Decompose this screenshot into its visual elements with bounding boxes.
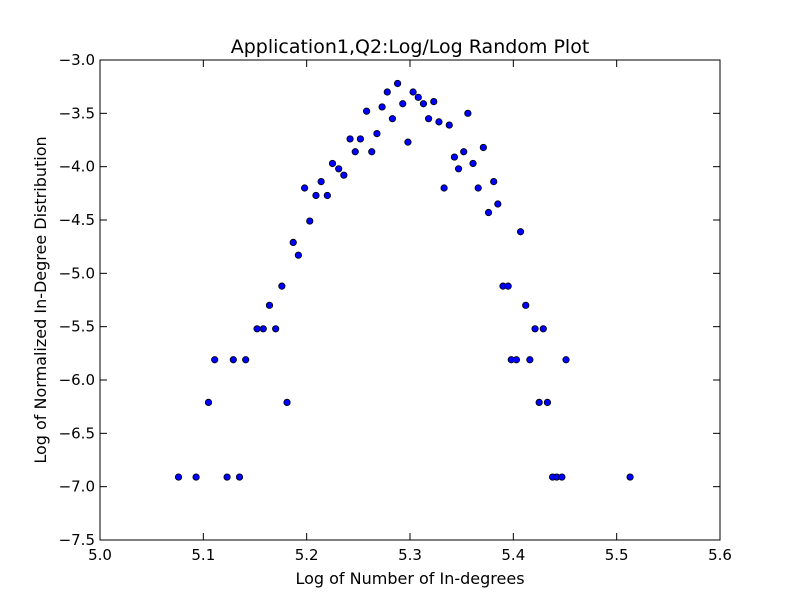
x-tick-label: 5.0	[88, 546, 112, 564]
x-tick-label: 5.5	[605, 546, 629, 564]
data-point	[440, 184, 448, 192]
data-point	[362, 107, 371, 115]
data-point	[317, 178, 325, 186]
x-tick-label: 5.2	[295, 546, 319, 564]
data-point	[323, 191, 331, 200]
data-point	[522, 301, 530, 309]
data-point	[424, 115, 433, 123]
data-point	[484, 208, 493, 217]
data-point	[211, 356, 219, 364]
x-axis-label: Log of Number of In-degrees	[295, 569, 524, 588]
data-point	[253, 325, 261, 333]
data-point	[283, 398, 291, 406]
data-point	[543, 398, 552, 406]
data-point	[373, 130, 381, 138]
data-point	[356, 135, 364, 143]
data-point	[479, 143, 487, 152]
y-tick-label: −6.5	[59, 424, 95, 442]
data-point	[539, 325, 547, 333]
data-point	[562, 356, 570, 364]
data-point	[558, 473, 566, 481]
data-point	[340, 171, 348, 179]
data-point	[346, 135, 354, 143]
y-axis-ticks: −3.0 −3.5 −4.0 −4.5 −5.0 −5.5 −6.0 −6.5 −7.0 −7.5	[59, 51, 720, 549]
data-point	[531, 325, 539, 333]
data-point	[229, 356, 237, 364]
data-point	[494, 200, 502, 208]
data-point	[399, 100, 407, 108]
data-points	[174, 79, 634, 481]
data-point	[409, 88, 417, 96]
x-tick-label: 5.6	[708, 546, 732, 564]
data-point	[294, 251, 302, 259]
data-point	[312, 191, 320, 200]
data-point	[351, 148, 359, 156]
data-point	[404, 138, 412, 146]
data-point	[490, 178, 498, 186]
data-point	[328, 159, 337, 168]
y-tick-label: −3.0	[59, 51, 95, 69]
data-point	[526, 356, 534, 364]
data-point	[192, 473, 200, 481]
x-tick-label: 5.4	[501, 546, 525, 564]
data-point	[265, 301, 274, 309]
x-tick-label: 5.3	[398, 546, 422, 564]
y-tick-label: −6.0	[59, 371, 95, 389]
data-point	[289, 238, 297, 246]
y-tick-label: −4.0	[59, 158, 95, 176]
x-tick-label: 5.1	[191, 546, 215, 564]
data-point	[335, 165, 343, 173]
y-tick-label: −4.5	[59, 211, 95, 229]
data-point	[435, 118, 443, 126]
data-point	[388, 115, 397, 123]
plot-frame	[99, 59, 721, 541]
y-tick-label: −7.0	[59, 478, 95, 496]
y-tick-label: −7.5	[59, 531, 95, 549]
data-point	[450, 153, 459, 161]
data-point	[414, 93, 422, 101]
y-tick-label: −5.0	[59, 264, 95, 282]
data-point	[272, 325, 280, 333]
data-point	[419, 100, 428, 108]
data-point	[460, 148, 468, 156]
data-point	[242, 356, 250, 364]
data-point	[378, 103, 386, 111]
data-point	[306, 217, 314, 225]
data-point	[474, 184, 482, 192]
data-point	[235, 473, 244, 481]
data-point	[504, 282, 512, 290]
data-point	[368, 148, 376, 156]
data-point	[512, 356, 521, 364]
y-tick-label: −3.5	[59, 104, 95, 122]
data-point	[259, 325, 267, 333]
y-axis-label: Log of Normalized In-Degree Distribution	[31, 136, 50, 463]
x-axis-ticks: 5.0 5.1 5.2 5.3 5.4 5.5 5.6	[88, 60, 732, 564]
chart-title: Application1,Q2:Log/Log Random Plot	[231, 36, 590, 58]
data-point	[626, 473, 634, 481]
data-point	[383, 88, 391, 96]
data-point	[204, 398, 213, 406]
data-point	[393, 79, 402, 88]
data-point	[535, 398, 543, 406]
data-point	[223, 473, 231, 481]
data-point	[445, 121, 453, 129]
data-point	[469, 159, 477, 168]
data-point	[454, 165, 463, 173]
data-point	[464, 109, 472, 117]
data-point	[516, 228, 525, 236]
data-point	[278, 282, 286, 290]
data-point	[430, 98, 438, 106]
y-tick-label: −5.5	[59, 318, 95, 336]
data-point	[300, 184, 309, 192]
data-point	[174, 473, 183, 481]
